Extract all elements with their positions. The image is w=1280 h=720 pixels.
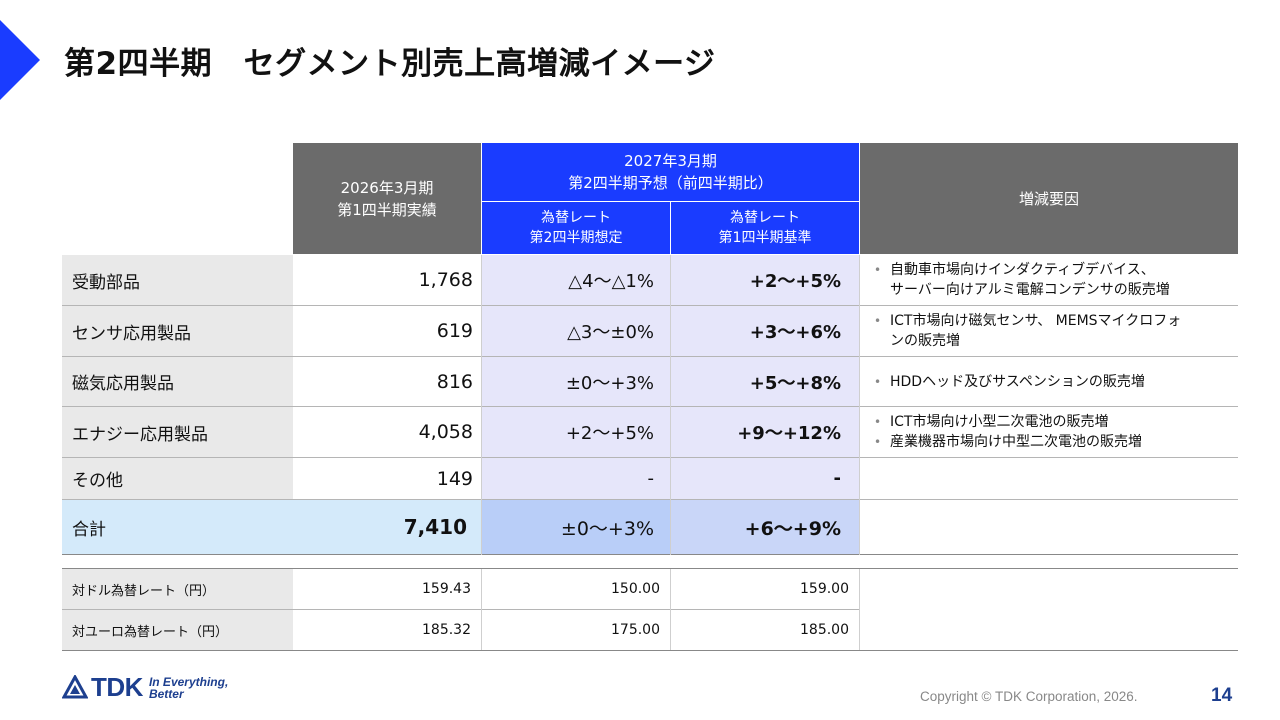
row-divider bbox=[62, 554, 1238, 555]
reason-line: 産業機器市場向け中型二次電池の販売増 bbox=[874, 432, 1142, 452]
fx-usd-base: 159.00 bbox=[800, 581, 849, 597]
total-name: 合計 bbox=[62, 500, 293, 554]
header-sub-base-line1: 為替レート bbox=[730, 210, 800, 226]
col-divider bbox=[670, 569, 671, 650]
fx-usd-actual: 159.43 bbox=[422, 581, 471, 597]
row-reasons-energy: ICT市場向け小型二次電池の販売増 産業機器市場向け中型二次電池の販売増 bbox=[860, 407, 1238, 457]
row-assumed-sensor: △3～±0% bbox=[482, 306, 670, 356]
header-fy2026: 2026年3月期 第1四半期実績 bbox=[293, 143, 481, 254]
reason-line: 自動車市場向けインダクティブデバイス、 bbox=[874, 260, 1155, 280]
row-name-sensor: センサ応用製品 bbox=[62, 306, 293, 356]
col-divider bbox=[481, 569, 482, 650]
row-base-passive: +2～+5% bbox=[671, 255, 859, 305]
tdk-tagline-line1: In Everything, bbox=[148, 674, 229, 689]
reason-line: ンの販売増 bbox=[890, 333, 960, 349]
header-fy2027-line2: 第2四半期予想（前四半期比） bbox=[568, 174, 773, 192]
row-divider bbox=[62, 609, 859, 610]
row-base-magnetic: +5～+8% bbox=[671, 357, 859, 406]
row-actual-sensor: 619 bbox=[436, 320, 473, 342]
row-base-other: - bbox=[671, 458, 859, 499]
row-divider bbox=[62, 356, 1238, 357]
tdk-tagline: In Everything, Better bbox=[149, 676, 228, 700]
row-assumed-magnetic: ±0～+3% bbox=[482, 357, 670, 406]
row-name-magnetic: 磁気応用製品 bbox=[62, 357, 293, 406]
col-divider bbox=[859, 255, 860, 555]
header-fy2027-line1: 2027年3月期 bbox=[624, 152, 717, 170]
row-divider bbox=[62, 305, 1238, 306]
reason-line: ICT市場向け磁気センサ、 MEMSマイクロフォ bbox=[874, 311, 1181, 331]
row-divider bbox=[62, 457, 1238, 458]
col-divider bbox=[859, 569, 860, 650]
header-sub-base-line2: 第1四半期基準 bbox=[718, 230, 812, 246]
page-number: 14 bbox=[1211, 685, 1233, 706]
row-actual-magnetic: 816 bbox=[436, 370, 473, 393]
total-actual: 7,410 bbox=[293, 500, 481, 554]
total-base: +6～+9% bbox=[671, 500, 859, 554]
header-sub-assumed-line2: 第2四半期想定 bbox=[529, 230, 623, 246]
tdk-logo-mark-icon bbox=[62, 674, 88, 698]
row-assumed-other: - bbox=[482, 458, 670, 499]
row-divider bbox=[62, 650, 1238, 651]
tdk-logo-text: TDK bbox=[91, 672, 143, 702]
col-divider bbox=[670, 255, 671, 555]
header-reasons: 増減要因 bbox=[860, 143, 1238, 254]
row-assumed-energy: +2～+5% bbox=[482, 407, 670, 457]
row-reasons-magnetic: HDDヘッド及びサスペンションの販売増 bbox=[860, 357, 1238, 406]
copyright-text: Copyright © TDK Corporation, 2026. bbox=[920, 689, 1138, 704]
fx-eur-name: 対ユーロ為替レート（円） bbox=[62, 610, 293, 650]
row-reasons-other bbox=[860, 458, 1238, 499]
row-name-passive: 受動部品 bbox=[62, 255, 293, 305]
header-fy2027: 2027年3月期 第2四半期予想（前四半期比） bbox=[482, 143, 859, 201]
header-sub-base: 為替レート 第1四半期基準 bbox=[671, 202, 859, 254]
fx-eur-assumed: 175.00 bbox=[611, 622, 660, 638]
reason-line: サーバー向けアルミ電解コンデンサの販売増 bbox=[890, 282, 1170, 298]
fx-eur-base: 185.00 bbox=[800, 622, 849, 638]
header-fy2026-line1: 2026年3月期 bbox=[340, 178, 434, 197]
header-fy2026-line2: 第1四半期実績 bbox=[337, 200, 437, 219]
page-title: 第2四半期 セグメント別売上高増減イメージ bbox=[64, 46, 716, 82]
reason-line: ICT市場向け小型二次電池の販売増 bbox=[874, 412, 1108, 432]
tdk-logo: TDK In Everything, Better bbox=[62, 672, 228, 703]
row-actual-passive: 1,768 bbox=[418, 269, 473, 291]
title-accent-triangle bbox=[0, 20, 40, 100]
row-divider bbox=[62, 406, 1238, 407]
row-divider bbox=[62, 499, 1238, 500]
reason-line: HDDヘッド及びサスペンションの販売増 bbox=[874, 372, 1145, 392]
row-reasons-sensor: ICT市場向け磁気センサ、 MEMSマイクロフォ ンの販売増 bbox=[860, 306, 1238, 356]
row-base-energy: +9～+12% bbox=[671, 407, 859, 457]
row-base-sensor: +3～+6% bbox=[671, 306, 859, 356]
fx-eur-actual: 185.32 bbox=[422, 622, 471, 638]
row-actual-other: 149 bbox=[436, 467, 473, 490]
row-name-energy: エナジー応用製品 bbox=[62, 407, 293, 457]
header-reasons-label: 増減要因 bbox=[1018, 189, 1079, 208]
row-name-other: その他 bbox=[62, 458, 293, 499]
tdk-tagline-line2: Better bbox=[148, 686, 184, 701]
fx-usd-assumed: 150.00 bbox=[611, 581, 660, 597]
col-divider bbox=[481, 255, 482, 555]
row-divider bbox=[62, 568, 1238, 569]
row-assumed-passive: △4～△1% bbox=[482, 255, 670, 305]
fx-usd-name: 対ドル為替レート（円） bbox=[62, 569, 293, 609]
row-reasons-passive: 自動車市場向けインダクティブデバイス、 サーバー向けアルミ電解コンデンサの販売増 bbox=[860, 255, 1238, 305]
total-assumed: ±0～+3% bbox=[482, 500, 670, 554]
header-sub-assumed: 為替レート 第2四半期想定 bbox=[482, 202, 670, 254]
header-sub-assumed-line1: 為替レート bbox=[541, 210, 611, 226]
row-actual-energy: 4,058 bbox=[418, 421, 473, 443]
